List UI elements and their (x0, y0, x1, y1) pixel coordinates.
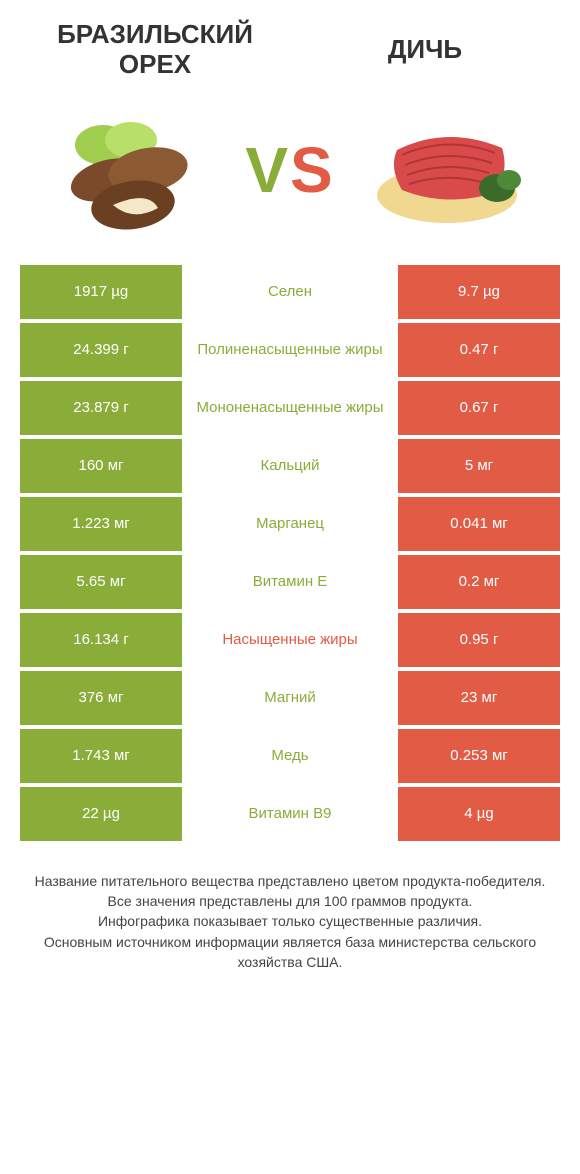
vs-s-letter: S (290, 134, 335, 206)
left-value-cell: 1917 µg (20, 265, 182, 319)
table-row: 1.743 мгМедь0.253 мг (20, 729, 560, 783)
right-value-cell: 5 мг (398, 439, 560, 493)
nutrient-label-cell: Селен (182, 265, 398, 319)
left-value-cell: 160 мг (20, 439, 182, 493)
right-value-cell: 0.253 мг (398, 729, 560, 783)
comparison-table: 1917 µgСелен9.7 µg24.399 гПолиненасыщенн… (20, 265, 560, 841)
right-value-cell: 0.95 г (398, 613, 560, 667)
nutrient-label-cell: Кальций (182, 439, 398, 493)
left-product-title: БРАЗИЛЬСКИЙ ОРЕХ (20, 20, 290, 80)
right-product-title: ДИЧЬ (290, 35, 560, 65)
left-value-cell: 376 мг (20, 671, 182, 725)
header-row: БРАЗИЛЬСКИЙ ОРЕХ ДИЧЬ (20, 20, 560, 80)
left-value-cell: 24.399 г (20, 323, 182, 377)
right-value-cell: 0.041 мг (398, 497, 560, 551)
left-value-cell: 16.134 г (20, 613, 182, 667)
left-value-cell: 1.743 мг (20, 729, 182, 783)
vs-label: VS (245, 133, 334, 207)
left-value-cell: 23.879 г (20, 381, 182, 435)
footer-notes: Название питательного вещества представл… (20, 871, 560, 972)
infographic-container: БРАЗИЛЬСКИЙ ОРЕХ ДИЧЬ VS (0, 0, 580, 1002)
footer-line: Название питательного вещества представл… (30, 871, 550, 891)
nutrient-label-cell: Витамин B9 (182, 787, 398, 841)
nutrient-label-cell: Марганец (182, 497, 398, 551)
table-row: 22 µgВитамин B94 µg (20, 787, 560, 841)
nutrient-label-cell: Насыщенные жиры (182, 613, 398, 667)
table-row: 5.65 мгВитамин E0.2 мг (20, 555, 560, 609)
nutrient-label-cell: Витамин E (182, 555, 398, 609)
meat-icon (367, 110, 527, 230)
table-row: 24.399 гПолиненасыщенные жиры0.47 г (20, 323, 560, 377)
footer-line: Инфографика показывает только существенн… (30, 911, 550, 931)
left-value-cell: 1.223 мг (20, 497, 182, 551)
right-value-cell: 9.7 µg (398, 265, 560, 319)
footer-line: Все значения представлены для 100 граммо… (30, 891, 550, 911)
nutrient-label-cell: Полиненасыщенные жиры (182, 323, 398, 377)
footer-line: Основным источником информации является … (30, 932, 550, 973)
table-row: 1.223 мгМарганец0.041 мг (20, 497, 560, 551)
left-value-cell: 22 µg (20, 787, 182, 841)
vs-v-letter: V (245, 134, 290, 206)
right-value-cell: 0.47 г (398, 323, 560, 377)
table-row: 1917 µgСелен9.7 µg (20, 265, 560, 319)
images-row: VS (20, 100, 560, 240)
nutrient-label-cell: Мононенасыщенные жиры (182, 381, 398, 435)
left-value-cell: 5.65 мг (20, 555, 182, 609)
nutrient-label-cell: Медь (182, 729, 398, 783)
table-row: 16.134 гНасыщенные жиры0.95 г (20, 613, 560, 667)
right-value-cell: 0.67 г (398, 381, 560, 435)
brazil-nut-icon (53, 110, 213, 230)
right-value-cell: 0.2 мг (398, 555, 560, 609)
nutrient-label-cell: Магний (182, 671, 398, 725)
table-row: 160 мгКальций5 мг (20, 439, 560, 493)
table-row: 23.879 гМононенасыщенные жиры0.67 г (20, 381, 560, 435)
right-value-cell: 23 мг (398, 671, 560, 725)
table-row: 376 мгМагний23 мг (20, 671, 560, 725)
right-value-cell: 4 µg (398, 787, 560, 841)
left-product-image (20, 100, 245, 240)
right-product-image (335, 100, 560, 240)
